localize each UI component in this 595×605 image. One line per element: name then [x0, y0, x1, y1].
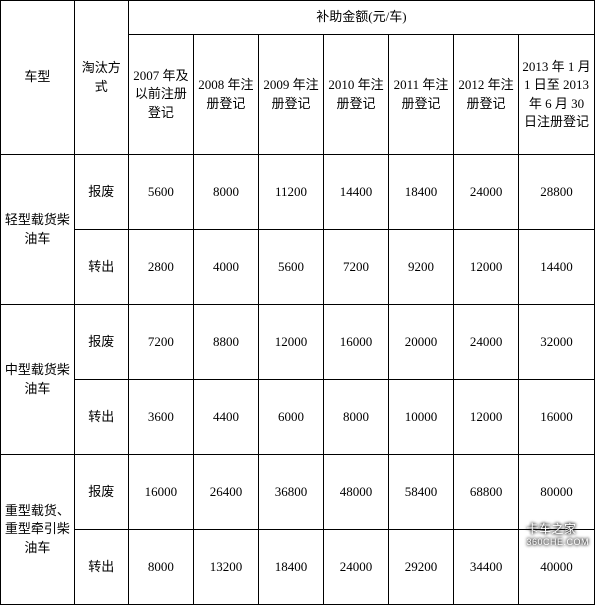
- table-row: 转出3600440060008000100001200016000: [1, 380, 595, 455]
- vehicle-type-cell: 中型载货柴油车: [1, 305, 75, 455]
- vehicle-type-cell: 轻型载货柴油车: [1, 155, 75, 305]
- header-year-2011: 2011 年注册登记: [389, 35, 454, 155]
- value-cell: 14400: [323, 155, 388, 230]
- value-cell: 2800: [128, 230, 193, 305]
- table-row: 重型载货、重型牵引柴油车报废16000264003680048000584006…: [1, 455, 595, 530]
- header-year-2013: 2013 年 1 月 1 日至 2013 年 6 月 30 日注册登记: [519, 35, 595, 155]
- value-cell: 34400: [454, 530, 519, 605]
- value-cell: 3600: [128, 380, 193, 455]
- table-row: 轻型载货柴油车报废5600800011200144001840024000288…: [1, 155, 595, 230]
- watermark: 卡车之家 360CHE.COM: [526, 520, 589, 547]
- header-year-2009: 2009 年注册登记: [258, 35, 323, 155]
- value-cell: 24000: [454, 155, 519, 230]
- value-cell: 18400: [389, 155, 454, 230]
- value-cell: 7200: [323, 230, 388, 305]
- value-cell: 29200: [389, 530, 454, 605]
- value-cell: 4400: [193, 380, 258, 455]
- value-cell: 12000: [454, 380, 519, 455]
- header-year-2008: 2008 年注册登记: [193, 35, 258, 155]
- value-cell: 12000: [454, 230, 519, 305]
- method-cell: 转出: [74, 380, 128, 455]
- vehicle-type-cell: 重型载货、重型牵引柴油车: [1, 455, 75, 605]
- value-cell: 26400: [193, 455, 258, 530]
- value-cell: 8000: [193, 155, 258, 230]
- value-cell: 16000: [323, 305, 388, 380]
- value-cell: 4000: [193, 230, 258, 305]
- value-cell: 36800: [258, 455, 323, 530]
- value-cell: 68800: [454, 455, 519, 530]
- method-cell: 报废: [74, 305, 128, 380]
- header-subsidy-title: 补助金额(元/车): [128, 1, 594, 35]
- value-cell: 48000: [323, 455, 388, 530]
- header-year-2012: 2012 年注册登记: [454, 35, 519, 155]
- value-cell: 18400: [258, 530, 323, 605]
- header-row-1: 车型 淘汰方式 补助金额(元/车): [1, 1, 595, 35]
- method-cell: 转出: [74, 530, 128, 605]
- value-cell: 14400: [519, 230, 595, 305]
- value-cell: 80000: [519, 455, 595, 530]
- table-row: 转出8000132001840024000292003440040000: [1, 530, 595, 605]
- value-cell: 32000: [519, 305, 595, 380]
- value-cell: 12000: [258, 305, 323, 380]
- table-row: 中型载货柴油车报废7200880012000160002000024000320…: [1, 305, 595, 380]
- value-cell: 20000: [389, 305, 454, 380]
- value-cell: 7200: [128, 305, 193, 380]
- value-cell: 13200: [193, 530, 258, 605]
- value-cell: 8800: [193, 305, 258, 380]
- header-year-2010: 2010 年注册登记: [323, 35, 388, 155]
- header-year-2007: 2007 年及以前注册登记: [128, 35, 193, 155]
- value-cell: 28800: [519, 155, 595, 230]
- header-vehicle-type: 车型: [1, 1, 75, 155]
- watermark-cn: 卡车之家: [526, 522, 576, 536]
- value-cell: 58400: [389, 455, 454, 530]
- method-cell: 转出: [74, 230, 128, 305]
- value-cell: 16000: [519, 380, 595, 455]
- value-cell: 8000: [128, 530, 193, 605]
- value-cell: 24000: [454, 305, 519, 380]
- value-cell: 6000: [258, 380, 323, 455]
- table-row: 转出280040005600720092001200014400: [1, 230, 595, 305]
- method-cell: 报废: [74, 455, 128, 530]
- value-cell: 9200: [389, 230, 454, 305]
- value-cell: 10000: [389, 380, 454, 455]
- value-cell: 24000: [323, 530, 388, 605]
- value-cell: 8000: [323, 380, 388, 455]
- method-cell: 报废: [74, 155, 128, 230]
- value-cell: 5600: [258, 230, 323, 305]
- header-method: 淘汰方式: [74, 1, 128, 155]
- value-cell: 5600: [128, 155, 193, 230]
- value-cell: 16000: [128, 455, 193, 530]
- watermark-url: 360CHE.COM: [526, 537, 589, 547]
- subsidy-table: 车型 淘汰方式 补助金额(元/车) 2007 年及以前注册登记 2008 年注册…: [0, 0, 595, 605]
- value-cell: 11200: [258, 155, 323, 230]
